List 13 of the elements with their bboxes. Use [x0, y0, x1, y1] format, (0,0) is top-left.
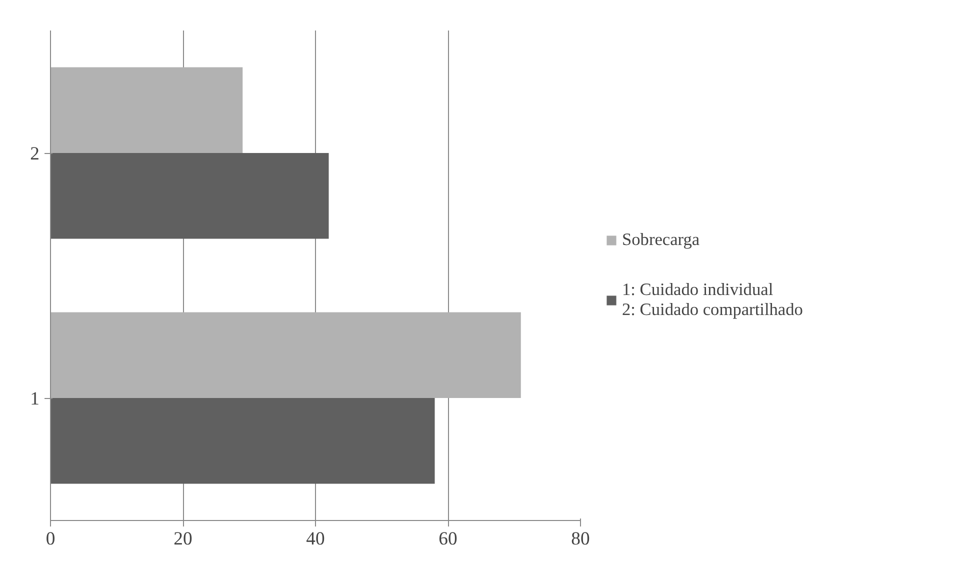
y-tick-label: 1: [30, 388, 40, 410]
bar: [50, 312, 521, 398]
legend-label: Sobrecarga: [622, 230, 700, 250]
x-tick-label: 80: [571, 528, 590, 550]
legend-label: 1: Cuidado individual 2: Cuidado compartilhado: [622, 280, 803, 320]
x-tick-label: 0: [46, 528, 56, 550]
bar: [50, 398, 435, 484]
y-tick-label: 2: [30, 144, 40, 164]
x-tick-label: 60: [438, 528, 458, 550]
x-tick-label: 20: [174, 528, 192, 550]
bar: [50, 67, 243, 153]
bar: [50, 153, 329, 239]
x-tick-label: 40: [306, 528, 325, 550]
